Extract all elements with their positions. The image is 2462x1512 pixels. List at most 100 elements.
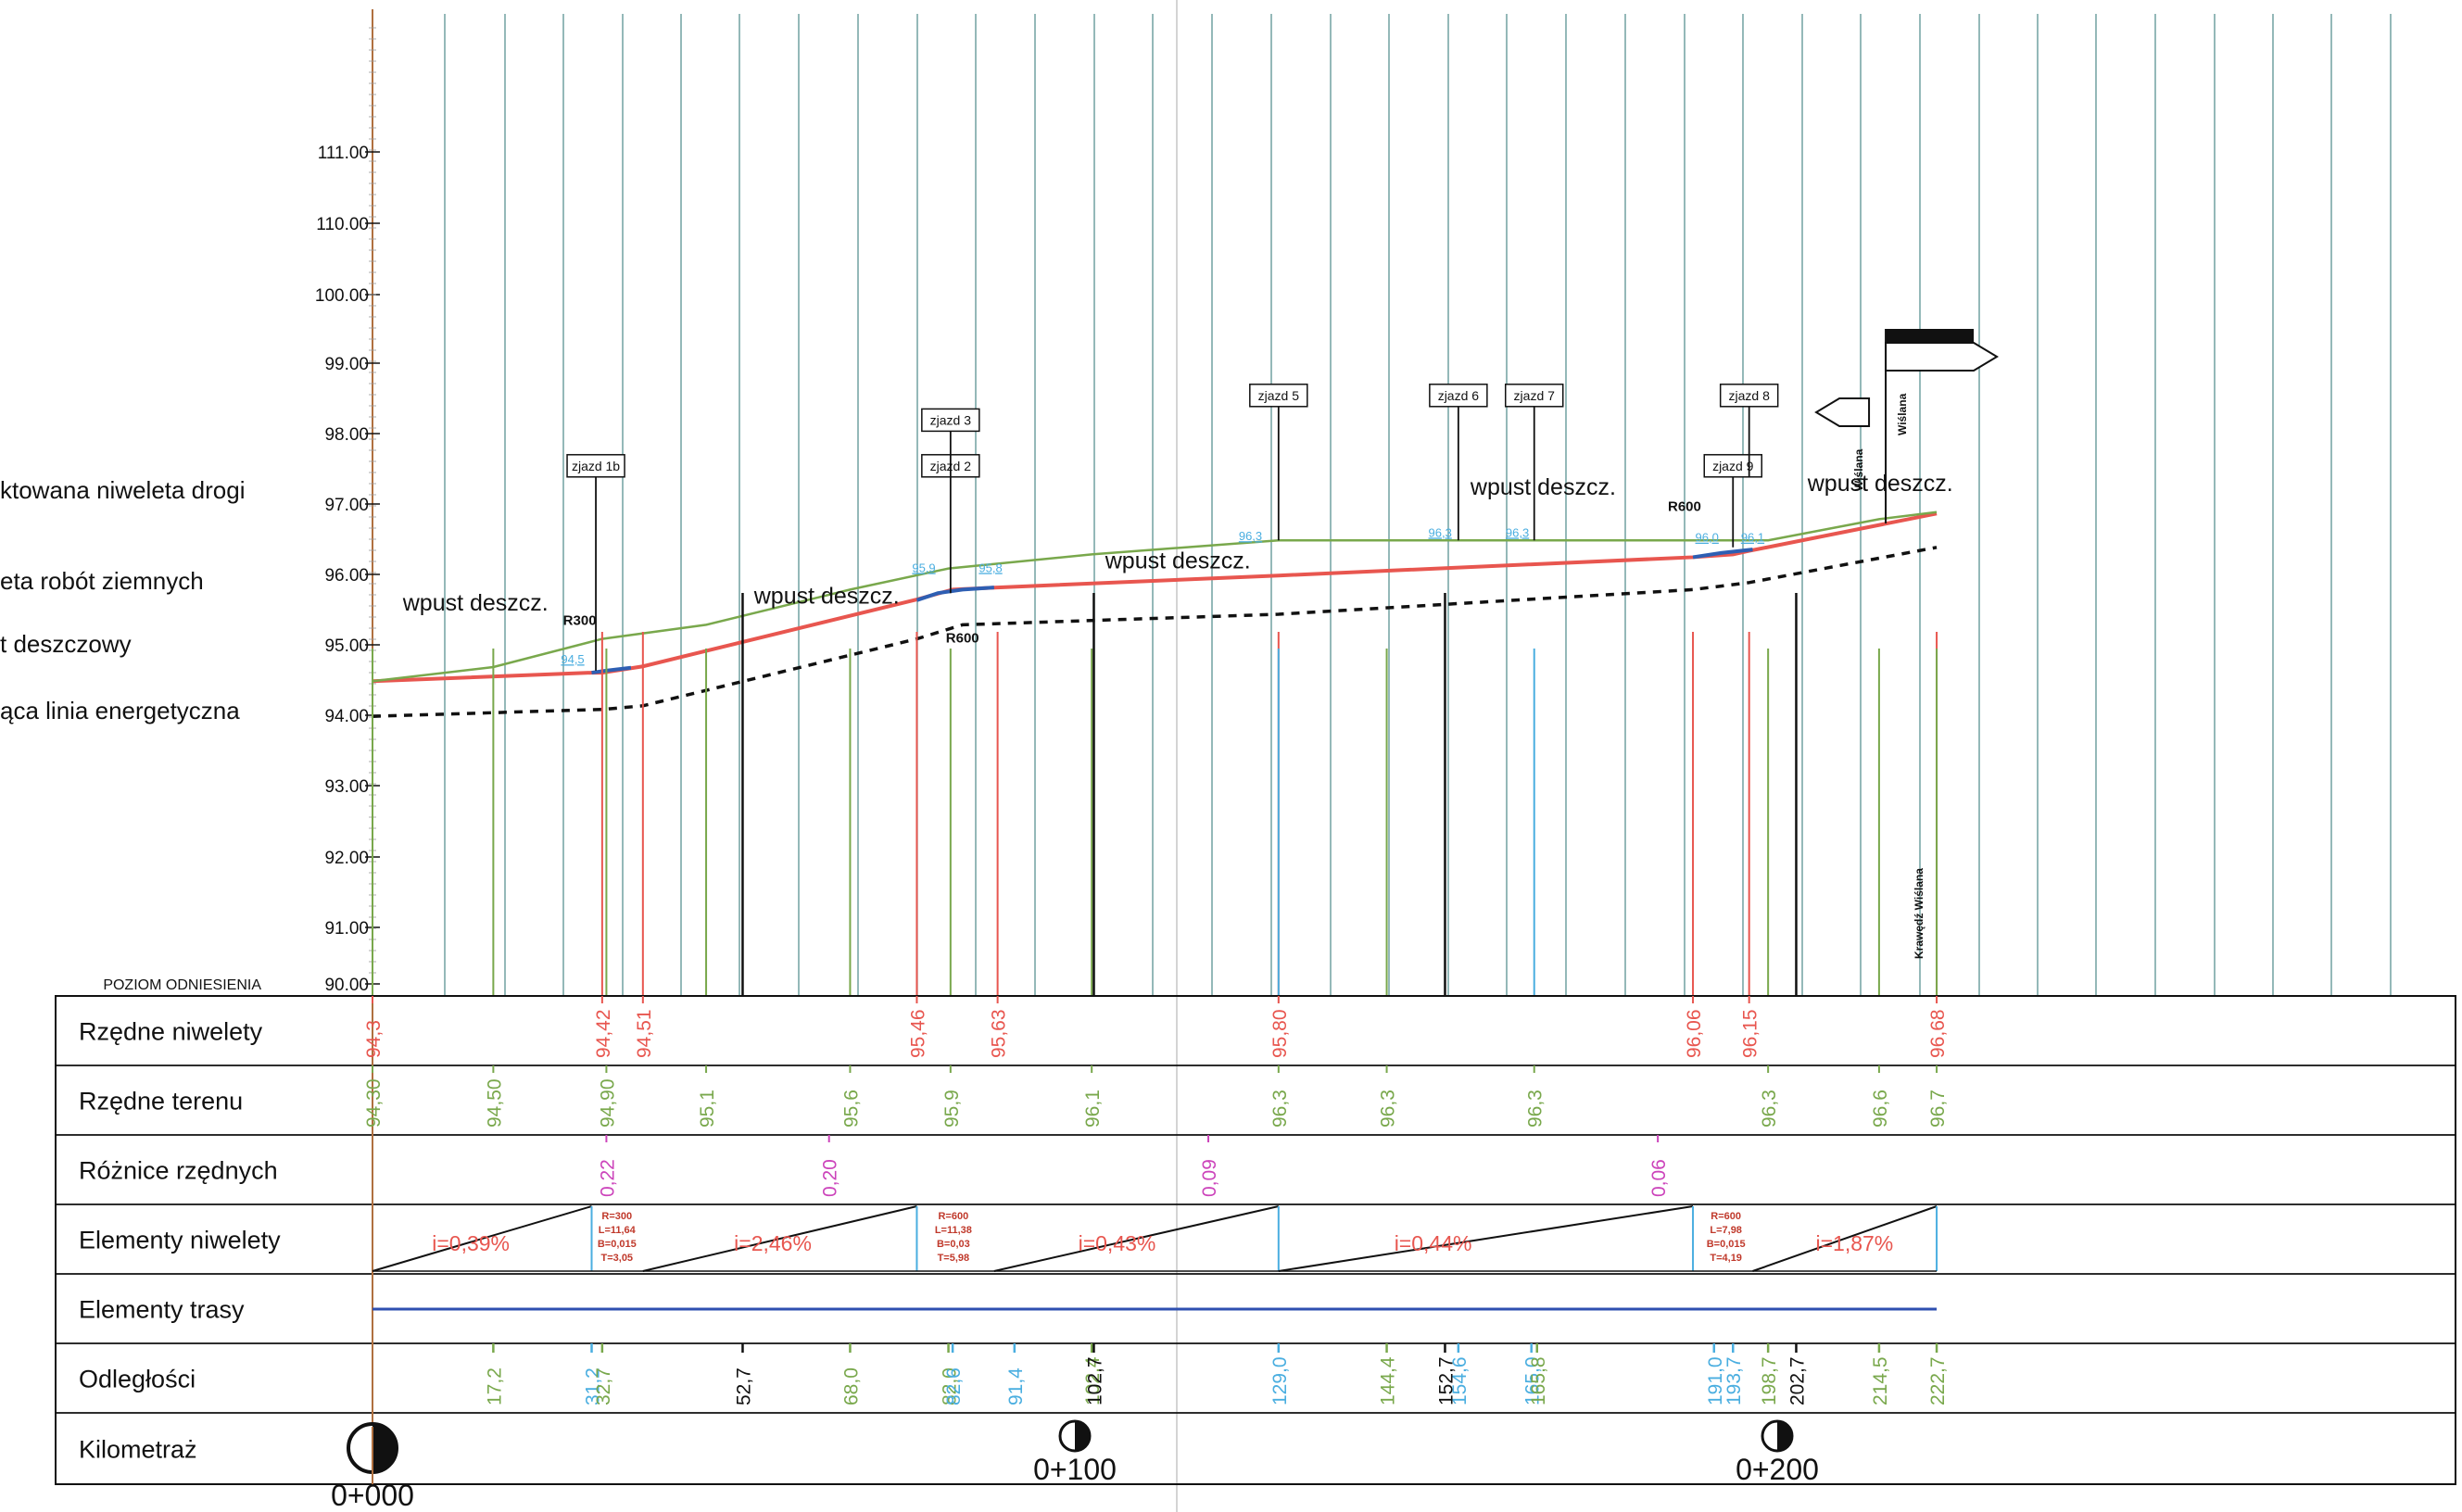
wpust-annotation: wpust deszcz.	[753, 584, 900, 610]
zjazd-label: zjazd 9	[1712, 459, 1754, 473]
row-label: Rzędne terenu	[79, 1088, 243, 1115]
distance-value: 52,7	[733, 1367, 754, 1405]
zjazd-label: zjazd 3	[930, 412, 972, 427]
sign-text: Wiślana	[1852, 448, 1865, 491]
level-tag: 96,3	[1239, 529, 1262, 543]
reference-level-label: POZIOM ODNIESIENIA	[103, 977, 261, 993]
station-marker-fill	[1777, 1421, 1792, 1451]
distance-value: 165,0	[1522, 1356, 1544, 1405]
teren-value: 96,6	[1870, 1090, 1891, 1128]
radius-label: R600	[1668, 498, 1701, 514]
distance-value: 82,0	[940, 1367, 961, 1405]
teren-value: 96,7	[1927, 1090, 1949, 1128]
curve-param: B=0,03	[937, 1239, 970, 1250]
curve-param: R=300	[601, 1211, 632, 1222]
legend-item: ąca linia energetyczna	[0, 697, 240, 724]
slope-label: i=0,43%	[1079, 1231, 1156, 1255]
zjazd-label: zjazd 5	[1258, 388, 1300, 403]
distance-value: 202,7	[1787, 1356, 1808, 1405]
row-label: Odległości	[79, 1366, 196, 1393]
distance-value: 198,7	[1759, 1356, 1780, 1405]
slope-diagonal	[993, 1205, 1280, 1272]
niveleta-value: 96,06	[1684, 1009, 1705, 1058]
wpust-annotation: wpust deszcz.	[1470, 474, 1616, 500]
slope-label: i=0,39%	[432, 1231, 510, 1255]
y-tick-label: 95.00	[324, 636, 369, 656]
distance-value: 152,7	[1435, 1356, 1457, 1405]
niveleta-value: 94,51	[634, 1009, 655, 1058]
distance-value: 68,0	[840, 1367, 862, 1405]
level-tag: 94,5	[561, 652, 584, 666]
slope-label: i=2,46%	[734, 1231, 812, 1255]
niveleta-value: 96,15	[1740, 1009, 1761, 1058]
y-tick-label: 100.00	[315, 286, 369, 306]
level-tag: 96,1	[1741, 531, 1764, 545]
distance-value: 154,6	[1449, 1356, 1471, 1405]
teren-value: 96,3	[1378, 1090, 1399, 1128]
row-label: Kilometraż	[79, 1436, 197, 1464]
distance-value: 31,2	[582, 1367, 603, 1405]
y-tick-label: 96.00	[324, 566, 369, 586]
teren-value: 94,90	[597, 1078, 618, 1128]
level-tag: 96,3	[1506, 525, 1529, 539]
zjazd-box	[1719, 384, 1779, 408]
station-marker-fill	[1075, 1421, 1090, 1451]
distance-value: 32,7	[593, 1367, 614, 1405]
direction-sign-right	[1885, 342, 2000, 372]
niveleta-value: 95,80	[1269, 1009, 1291, 1058]
curve-param: T=3,05	[601, 1253, 634, 1264]
niveleta-value: 96,68	[1927, 1009, 1949, 1058]
y-tick-label: 98.00	[324, 425, 369, 445]
sign-text: Wiślana	[1896, 393, 1909, 435]
curve-param: B=0,015	[598, 1239, 637, 1250]
teren-value: 96,3	[1525, 1090, 1547, 1128]
series-blue-curve-2	[915, 586, 994, 602]
curve-param: L=11,38	[935, 1225, 972, 1236]
slope-diagonal	[1752, 1205, 1938, 1272]
legend-item: eta robót ziemnych	[0, 567, 204, 595]
teren-value: 95,9	[941, 1090, 963, 1128]
niveleta-value: 95,63	[989, 1009, 1010, 1058]
teren-value: 96,1	[1082, 1090, 1104, 1128]
distance-value: 144,4	[1378, 1356, 1399, 1405]
slope-diagonal	[372, 1205, 592, 1272]
distance-value: 129,0	[1269, 1356, 1291, 1405]
zjazd-box	[1429, 384, 1488, 408]
teren-value: 96,3	[1759, 1090, 1780, 1128]
distance-value: 222,7	[1927, 1356, 1949, 1405]
distance-value: 193,7	[1723, 1356, 1745, 1405]
teren-value: 94,50	[484, 1078, 505, 1128]
station-marker-fill	[372, 1424, 397, 1472]
direction-sign-bar	[1886, 329, 1975, 343]
distance-value: 17,2	[484, 1367, 505, 1405]
zjazd-box	[1249, 384, 1308, 408]
distance-value: 102,7	[1084, 1356, 1105, 1405]
curve-param: L=11,64	[599, 1225, 637, 1236]
direction-sign-left	[1814, 397, 1871, 427]
teren-value: 95,6	[840, 1090, 862, 1128]
sign-text: Krawędź Wiślana	[1913, 868, 1925, 959]
kilometraz-label: 0+000	[331, 1479, 414, 1512]
curve-param: T=5,98	[938, 1253, 970, 1264]
kilometraz-label: 0+200	[1736, 1453, 1819, 1486]
zjazd-label: zjazd 1b	[572, 459, 620, 473]
slope-diagonal	[1278, 1205, 1694, 1272]
teren-value: 94,30	[363, 1078, 385, 1128]
curve-param: T=4,19	[1710, 1253, 1742, 1264]
row-label: Rzędne niwelety	[79, 1018, 263, 1046]
distance-value: 214,5	[1870, 1356, 1891, 1405]
y-tick-label: 91.00	[324, 919, 369, 939]
roznice-value: 0,20	[820, 1159, 841, 1197]
series-wpust	[372, 546, 1938, 718]
niveleta-value: 94,3	[363, 1020, 385, 1058]
table-frame	[55, 995, 2456, 1485]
roznice-value: 0,09	[1199, 1159, 1220, 1197]
curve-param: B=0,015	[1707, 1239, 1746, 1250]
zjazd-box	[1504, 384, 1564, 408]
y-tick-label: 97.00	[324, 496, 369, 515]
teren-value: 95,1	[697, 1090, 718, 1128]
zjazd-label: zjazd 7	[1514, 388, 1556, 403]
wpust-annotation: wpust deszcz.	[1807, 471, 1953, 497]
level-tag: 95,8	[978, 561, 1002, 574]
y-tick-label: 90.00	[324, 976, 369, 995]
